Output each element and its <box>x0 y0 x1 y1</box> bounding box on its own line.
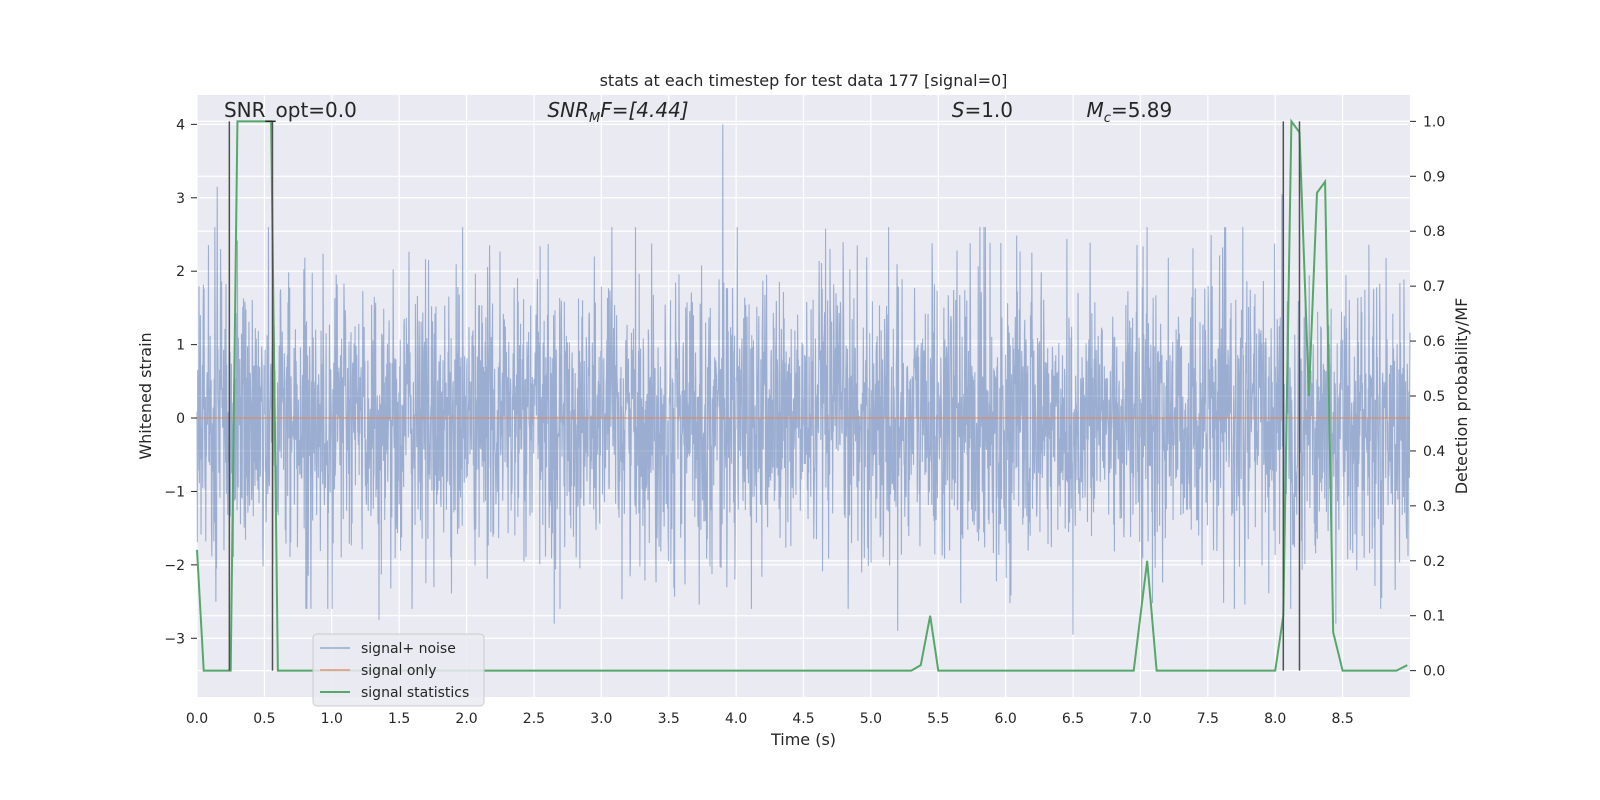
mc-var: M <box>1087 98 1104 122</box>
x-tick-label: 4.0 <box>725 711 747 727</box>
annotation-snr-opt: SNR_opt=0.0 <box>224 98 357 122</box>
snr-mf-rest: F=[4.44] <box>600 98 688 122</box>
mc-val: =5.89 <box>1111 98 1172 122</box>
legend: signal+ noise signal only signal statistic… <box>312 633 485 707</box>
x-tick-label: 2.5 <box>523 711 545 727</box>
x-tick-label: 3.0 <box>590 711 612 727</box>
x-tick-label: 2.0 <box>455 711 477 727</box>
legend-box <box>312 633 485 707</box>
y-tick-label: −3 <box>164 631 185 647</box>
x-tick-label: 5.0 <box>860 711 882 727</box>
annotation-snr-mf: SNRMF=[4.44] <box>547 98 688 126</box>
y-tick-label: 0 <box>176 411 185 427</box>
x-tick-label: 4.5 <box>792 711 814 727</box>
x-tick-label: 8.5 <box>1331 711 1353 727</box>
x-tick-label: 6.0 <box>995 711 1017 727</box>
y2-tick-label: 0.8 <box>1423 224 1445 240</box>
legend-entry: signal only <box>361 663 436 679</box>
y-tick-label: 4 <box>176 117 185 133</box>
chart-title: stats at each timestep for test data 177… <box>600 71 1008 90</box>
legend-entry: signal statistics <box>361 685 469 701</box>
stats-series <box>196 118 1408 672</box>
x-axis-label: Time (s) <box>770 730 836 749</box>
y2-tick-label: 0.4 <box>1423 444 1445 460</box>
y-tick-label: 3 <box>176 191 185 207</box>
y2-tick-label: 0.2 <box>1423 554 1445 570</box>
x-tick-label: 1.0 <box>321 711 343 727</box>
stats-line <box>196 118 1408 672</box>
y2-tick-label: 0.3 <box>1423 499 1445 515</box>
y-tick-label: 2 <box>176 264 185 280</box>
x-tick-label: 6.5 <box>1062 711 1084 727</box>
x-tick-label: 7.0 <box>1129 711 1151 727</box>
s-var: S <box>952 98 965 122</box>
y-tick-label: −2 <box>164 558 185 574</box>
x-tick-label: 0.0 <box>186 711 208 727</box>
y2-axis-label: Detection probability/MF <box>1452 298 1471 495</box>
x-tick-label: 1.5 <box>388 711 410 727</box>
vertical-markers <box>228 121 1301 671</box>
y-tick-label: 1 <box>176 338 185 354</box>
y2-tick-label: 0.7 <box>1423 279 1445 295</box>
y-tick-label: −1 <box>164 484 185 500</box>
x-tick-label: 8.0 <box>1264 711 1286 727</box>
y2-tick-label: 0.6 <box>1423 334 1445 350</box>
s-val: =1.0 <box>964 98 1013 122</box>
x-tick-label: 3.5 <box>658 711 680 727</box>
ticks: 0.0 0.5 1.0 1.5 2.0 2.5 3.0 3.5 4.0 4.5 5.0 5.5 6.0 6… <box>164 114 1445 727</box>
y2-tick-label: 0.0 <box>1423 664 1445 680</box>
x-tick-label: 0.5 <box>253 711 275 727</box>
y2-tick-label: 0.1 <box>1423 609 1445 625</box>
legend-entry: signal+ noise <box>361 641 456 657</box>
mc-sub: c <box>1104 111 1111 126</box>
annotation-s: S=1.0 <box>952 98 1013 122</box>
y2-tick-label: 0.5 <box>1423 389 1445 405</box>
snr-mf-main: SNR <box>547 98 589 122</box>
y2-tick-label: 1.0 <box>1423 114 1445 130</box>
y2-tick-label: 0.9 <box>1423 169 1445 185</box>
y-axis-label: Whitened strain <box>136 332 155 459</box>
snr-mf-sub: M <box>589 111 600 126</box>
x-tick-label: 7.5 <box>1197 711 1219 727</box>
annotation-mc: Mc=5.89 <box>1087 98 1173 126</box>
x-tick-label: 5.5 <box>927 711 949 727</box>
